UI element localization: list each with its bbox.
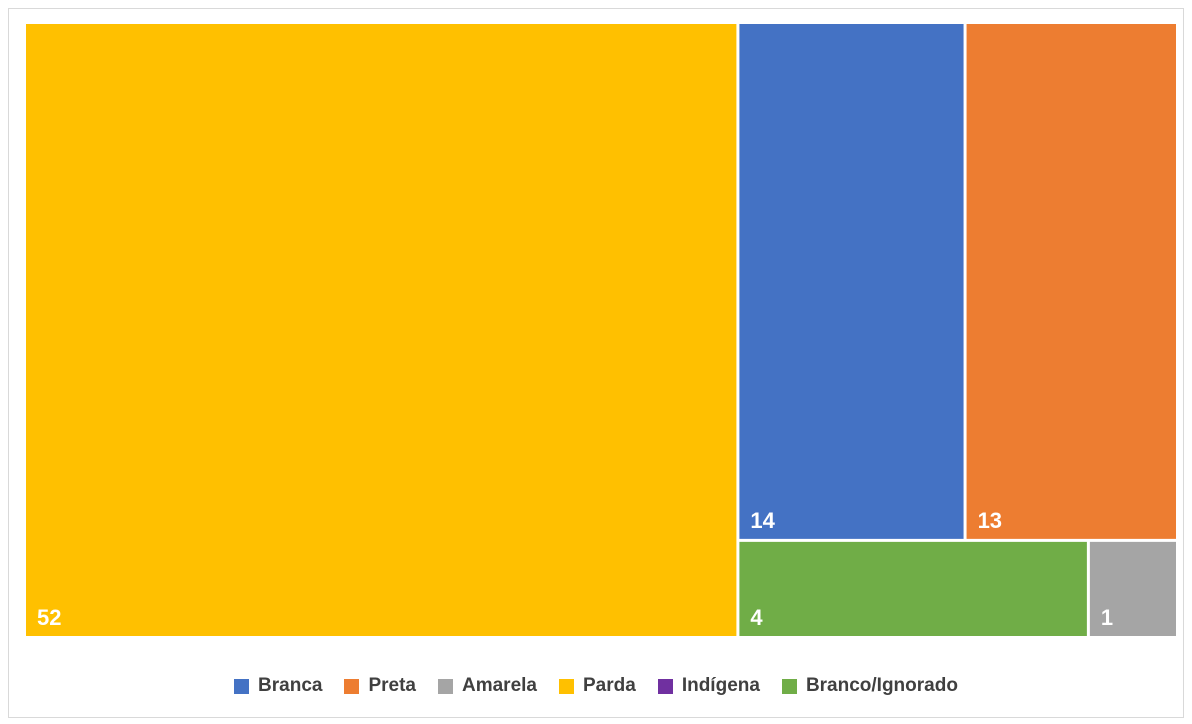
tile-branco-ignorado [739, 541, 1087, 636]
tile-label-amarela: 1 [1101, 605, 1113, 630]
chart-legend: Branca Preta Amarela Parda Indígena Branco/Ig… [0, 672, 1192, 700]
legend-label: Branco/Ignorado [805, 675, 958, 696]
legend-item-indigena: Indígena [657, 675, 760, 697]
legend-label: Parda [583, 675, 636, 696]
tile-label-preta: 13 [978, 508, 1002, 533]
legend-item-branca: Branca [234, 675, 322, 697]
legend-item-preta: Preta [344, 675, 416, 697]
legend-label: Branca [258, 675, 323, 696]
tile-branca [739, 24, 964, 539]
tile-label-parda: 52 [37, 605, 61, 630]
legend-swatch [657, 678, 673, 694]
legend-item-parda: Parda [559, 675, 636, 697]
legend-item-amarela: Amarela [438, 675, 537, 697]
legend-label: Preta [368, 675, 416, 696]
tile-label-branco-ignorado: 4 [750, 605, 763, 630]
legend-swatch [344, 678, 360, 694]
legend-label: Amarela [462, 675, 537, 696]
legend-swatch [559, 678, 574, 694]
legend-swatch [781, 678, 797, 694]
legend-swatch [234, 678, 250, 694]
legend-swatch [438, 678, 453, 694]
tile-preta [966, 24, 1176, 539]
tile-parda [26, 24, 737, 636]
tile-amarela [1089, 541, 1176, 636]
legend-item-branco-ignorado: Branco/Ignorado [781, 675, 958, 697]
legend-label: Indígena [681, 675, 760, 696]
tile-label-branca: 14 [750, 508, 775, 533]
